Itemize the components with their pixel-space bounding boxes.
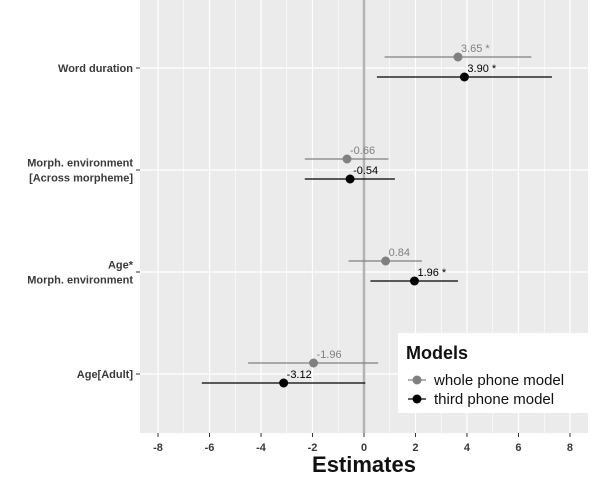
estimate-label: -0.66: [350, 145, 375, 157]
legend-title: Models: [406, 343, 468, 363]
x-tick-label: 0: [361, 442, 367, 454]
x-tick-label: 8: [567, 442, 573, 454]
estimate-label: 0.84: [389, 247, 410, 259]
estimate-point: [342, 154, 352, 164]
estimate-point: [409, 276, 419, 286]
legend-box: [398, 333, 598, 413]
estimate-point: [459, 72, 469, 82]
x-tick-label: -6: [205, 442, 215, 454]
estimate-label: 1.96 *: [417, 267, 446, 279]
legend-item-whole-phone-model: whole phone model: [408, 372, 564, 389]
estimate-point: [381, 256, 391, 266]
estimate-point: [279, 378, 289, 388]
estimate-label: -1.96: [317, 349, 342, 361]
legend-key-dot-whole: [412, 375, 422, 385]
category-label: Morph. environment: [27, 158, 133, 170]
legend-label-third: third phone model: [434, 391, 554, 408]
category-label: Age[Adult]: [77, 369, 134, 381]
legend: Models whole phone model third phone mod…: [398, 333, 598, 413]
legend-key-dot-third: [412, 394, 422, 404]
x-tick-label: -2: [308, 442, 318, 454]
series-marks: 3.65 * -0.66 0.84 -1.96 3.90 * -0.54 1.96 * -3.…: [201, 43, 552, 388]
legend-item-third-phone-model: third phone model: [408, 391, 554, 408]
x-tick-label: 6: [515, 442, 521, 454]
category-label: Morph. environment: [27, 275, 133, 287]
estimate-point: [309, 358, 319, 368]
x-tick-label: -8: [153, 442, 163, 454]
estimate-label: -0.54: [353, 165, 378, 177]
estimate-point: [453, 52, 463, 62]
estimate-point: [345, 174, 355, 184]
category-label: Word duration: [58, 63, 133, 75]
estimate-label: 3.65 *: [461, 43, 490, 55]
category-label: [Across morpheme]: [29, 173, 133, 185]
category-labels: Word duration Morph. environment [Across m…: [27, 63, 140, 381]
x-axis-ticks: -8 -6 -4 -2 0 2 4 6 8: [153, 433, 573, 454]
x-tick-label: 4: [464, 442, 471, 454]
estimate-label: 3.90 *: [467, 63, 496, 75]
category-label: Age*: [108, 260, 134, 272]
x-tick-label: 2: [412, 442, 418, 454]
x-axis-title: Estimates: [312, 452, 416, 477]
x-tick-label: -4: [256, 442, 267, 454]
estimate-label: -3.12: [287, 369, 312, 381]
legend-label-whole: whole phone model: [433, 372, 564, 389]
